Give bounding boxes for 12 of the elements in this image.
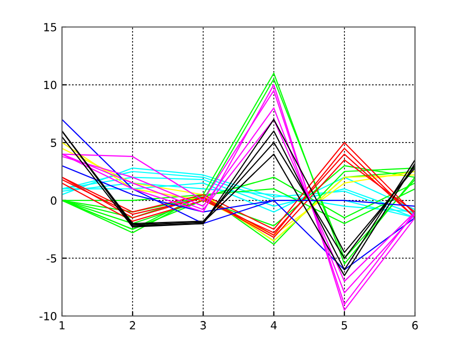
y-tick-label: 5: [50, 138, 56, 147]
x-tick-label: 2: [130, 321, 136, 330]
x-tick-label: 6: [412, 321, 418, 330]
x-tick-label: 4: [270, 321, 277, 330]
x-tick-label: 3: [200, 321, 206, 330]
y-tick-label: -5: [46, 254, 56, 263]
x-tick-label: 1: [60, 321, 65, 330]
y-tick-label: 10: [44, 80, 56, 90]
y-tick-label: 0: [50, 196, 56, 205]
y-tick-label: -10: [40, 312, 56, 320]
y-tick-label: 15: [44, 23, 56, 32]
x-tick-label: 5: [342, 321, 347, 330]
